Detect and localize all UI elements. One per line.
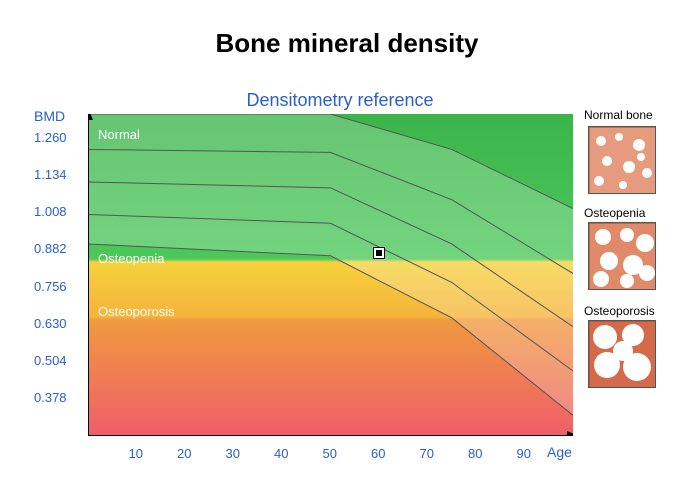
bone-sample-swatch bbox=[588, 222, 656, 290]
y-tick: 1.260 bbox=[34, 130, 67, 145]
x-tick: 70 bbox=[420, 446, 434, 461]
x-tick: 60 bbox=[371, 446, 385, 461]
y-tick: 0.630 bbox=[34, 316, 67, 331]
zone-label-osteoporosis: Osteoporosis bbox=[98, 304, 175, 319]
bone-sample-label: Osteopenia bbox=[584, 206, 674, 220]
zone-label-osteopenia: Osteopenia bbox=[98, 251, 165, 266]
chart-subtitle: Densitometry reference bbox=[90, 90, 590, 111]
zone-label-normal: Normal bbox=[98, 127, 140, 142]
bone-sample-label: Normal bone bbox=[584, 108, 674, 122]
x-tick: 80 bbox=[468, 446, 482, 461]
y-tick: 1.134 bbox=[34, 167, 67, 182]
y-tick: 0.504 bbox=[34, 353, 67, 368]
y-tick: 0.378 bbox=[34, 390, 67, 405]
x-tick: 50 bbox=[323, 446, 337, 461]
bone-sample-swatch bbox=[588, 320, 656, 388]
bone-sample-swatch bbox=[588, 126, 656, 194]
x-tick: 20 bbox=[177, 446, 191, 461]
y-axis-label: BMD bbox=[34, 108, 65, 124]
y-tick: 0.756 bbox=[34, 279, 67, 294]
x-tick: 30 bbox=[226, 446, 240, 461]
y-tick: 1.008 bbox=[34, 204, 67, 219]
bmd-chart bbox=[88, 114, 573, 436]
data-point-marker bbox=[373, 247, 385, 259]
bone-sample-label: Osteoporosis bbox=[584, 304, 674, 318]
page-title: Bone mineral density bbox=[0, 28, 694, 59]
x-tick: 40 bbox=[274, 446, 288, 461]
x-tick: 10 bbox=[129, 446, 143, 461]
x-tick: 90 bbox=[517, 446, 531, 461]
y-tick: 0.882 bbox=[34, 241, 67, 256]
x-axis-label: Age bbox=[547, 444, 572, 460]
